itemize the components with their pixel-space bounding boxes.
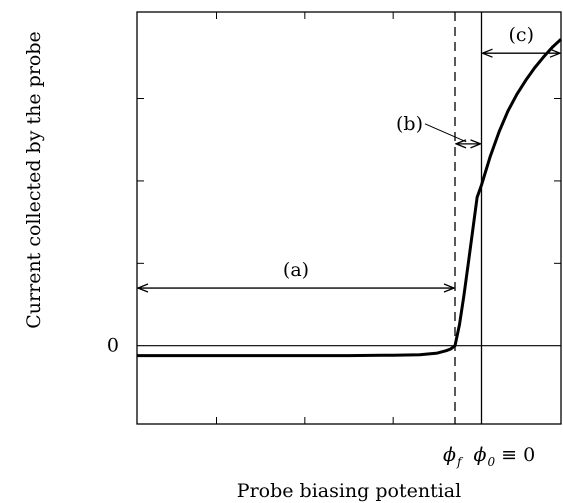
y-tick-label: 0 bbox=[107, 335, 119, 357]
x-tick-label: ϕ0 ≡ 0 bbox=[474, 444, 536, 469]
iv-curve bbox=[137, 38, 563, 358]
annotation-label: (b) bbox=[396, 113, 423, 135]
x-tick-label: ϕf bbox=[443, 444, 464, 469]
annotation-label: (c) bbox=[509, 24, 534, 46]
annotation-label: (a) bbox=[283, 259, 309, 281]
y-axis-title: Current collected by the probe bbox=[23, 31, 45, 328]
x-axis-title: Probe biasing potential bbox=[237, 480, 461, 502]
annotation-leader bbox=[424, 123, 467, 143]
plot-frame bbox=[136, 11, 562, 425]
